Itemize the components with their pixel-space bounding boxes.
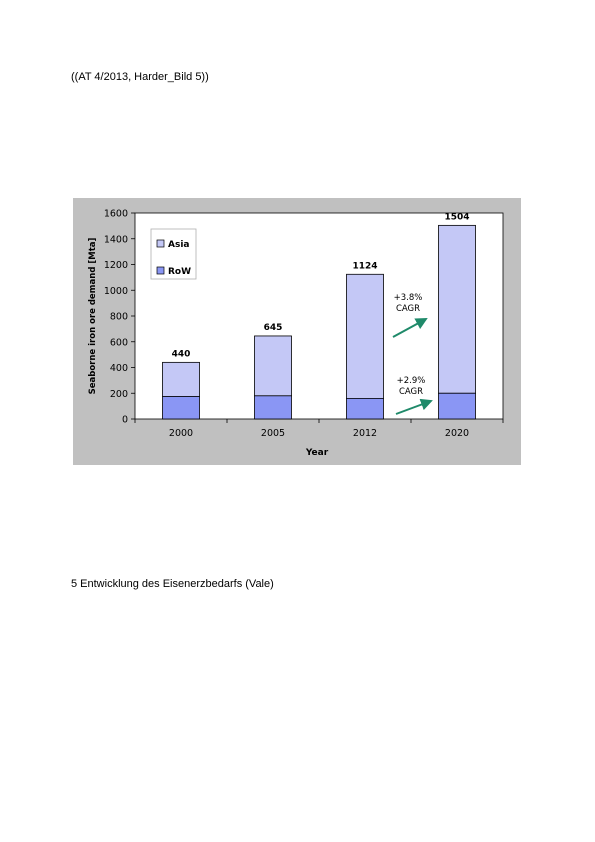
bar-chart: 0 200 400 600 800 1000 1200 1400 1600 Seaborne ir… bbox=[88, 209, 504, 458]
legend-swatch-asia bbox=[156, 239, 165, 248]
bar-asia bbox=[438, 224, 476, 394]
bar-total-label: 645 bbox=[264, 323, 283, 333]
y-tick-label: 0 bbox=[122, 415, 128, 426]
y-tick-label: 1600 bbox=[104, 209, 128, 220]
bar-asia bbox=[346, 273, 384, 399]
legend-swatch-row bbox=[156, 266, 165, 275]
y-tick-label: 400 bbox=[110, 363, 128, 374]
legend-label-asia: Asia bbox=[168, 240, 189, 250]
page-header: ((AT 4/2013, Harder_Bild 5)) bbox=[71, 71, 209, 83]
legend-box bbox=[150, 228, 197, 280]
bar-row bbox=[438, 392, 476, 420]
y-tick-label: 1400 bbox=[104, 234, 128, 245]
cagr-arrow bbox=[392, 318, 428, 338]
cagr-arrow bbox=[395, 398, 433, 415]
cagr-annotation-text: +2.9% bbox=[397, 376, 426, 386]
legend-label-row: RoW bbox=[168, 267, 191, 277]
y-tick-label: 1200 bbox=[104, 260, 128, 271]
y-tick-label: 600 bbox=[110, 337, 128, 348]
bar-total-label: 1124 bbox=[352, 261, 377, 271]
x-tick-label: 2000 bbox=[169, 428, 193, 439]
x-tick-label: 2020 bbox=[445, 428, 469, 439]
y-tick-label: 800 bbox=[110, 312, 128, 323]
cagr-annotation-text: CAGR bbox=[396, 304, 420, 314]
cagr-annotation-text: +3.8% bbox=[394, 293, 423, 303]
y-tick-label: 200 bbox=[110, 389, 128, 400]
x-tick-label: 2005 bbox=[261, 428, 285, 439]
bar-total-label: 440 bbox=[172, 349, 191, 359]
cagr-annotation-text: CAGR bbox=[399, 387, 423, 397]
bar-asia bbox=[254, 335, 292, 397]
y-axis-label: Seaborne iron ore demand [Mta] bbox=[88, 237, 98, 394]
x-tick-label: 2012 bbox=[353, 428, 377, 439]
figure-caption: 5 Entwicklung des Eisenerzbedarfs (Vale) bbox=[71, 578, 274, 590]
bar-row bbox=[346, 397, 384, 420]
y-tick-label: 1000 bbox=[104, 286, 128, 297]
bar-row bbox=[254, 395, 292, 420]
bar-total-label: 1504 bbox=[444, 212, 469, 222]
bar-row bbox=[162, 396, 200, 420]
chart-panel: 0 200 400 600 800 1000 1200 1400 1600 Seaborne ir… bbox=[73, 198, 521, 465]
x-axis-label: Year bbox=[305, 448, 329, 458]
bar-asia bbox=[162, 361, 200, 397]
